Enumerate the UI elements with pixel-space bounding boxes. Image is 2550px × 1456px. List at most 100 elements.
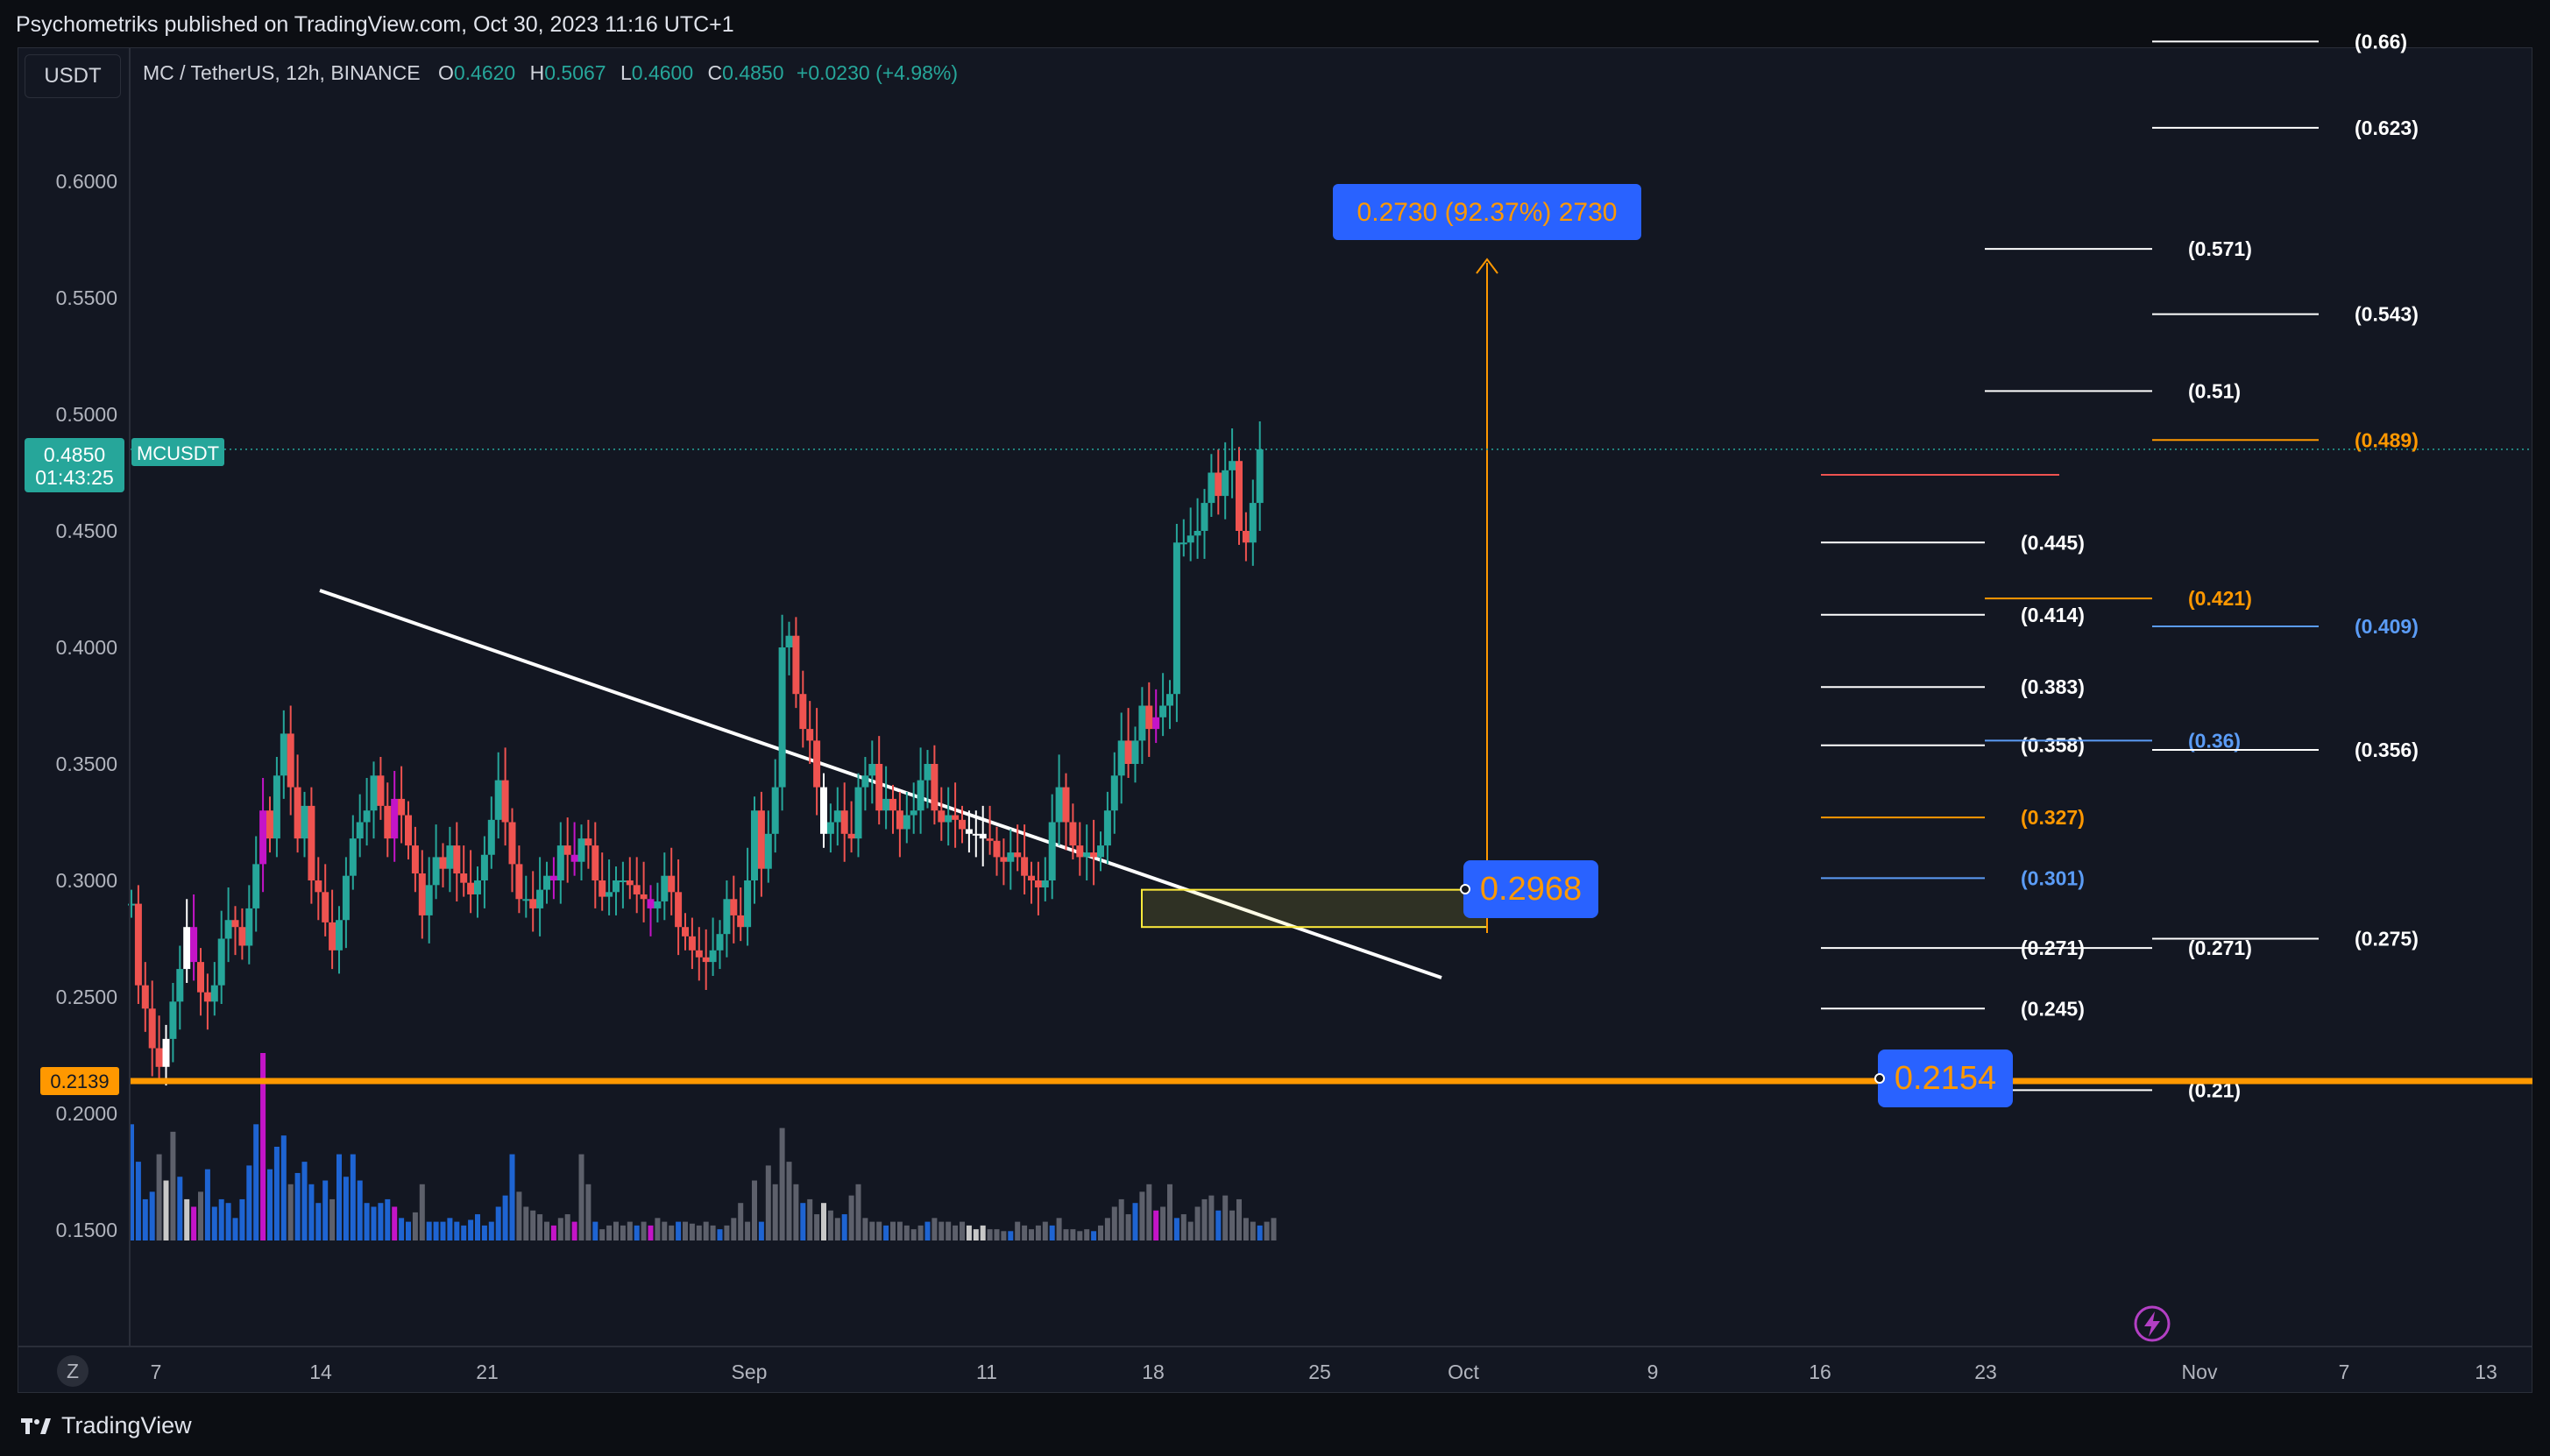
currency-unit-button[interactable]: USDT (25, 54, 121, 98)
volume-bar (557, 1218, 563, 1240)
candle (737, 887, 745, 942)
chart-panel[interactable] (18, 47, 2532, 1393)
candle-body (377, 775, 385, 806)
price-callout[interactable]: 0.2154 (1874, 1050, 2013, 1107)
price-callout-label: 0.2968 (1480, 871, 1582, 908)
candle (744, 847, 752, 946)
volume-bar (1104, 1218, 1110, 1240)
volume-bar (931, 1218, 938, 1240)
volume-bar (779, 1127, 785, 1240)
projection-callout[interactable]: 0.2730 (92.37%) 2730 (1333, 184, 1641, 240)
y-tick-label: 0.2000 (56, 1102, 117, 1125)
candle-body (1028, 875, 1035, 880)
fib-level-label: (0.543) (2355, 303, 2419, 326)
candle-body (134, 903, 142, 986)
volume-bar (433, 1221, 439, 1240)
volume-bar (821, 1203, 826, 1240)
candle-body (820, 787, 827, 834)
candle (1145, 682, 1153, 758)
volume-bar (1015, 1221, 1021, 1240)
volume-bar (516, 1191, 522, 1240)
volume-bar (385, 1198, 391, 1240)
volume-bar (170, 1131, 176, 1240)
volume-bar (896, 1221, 903, 1240)
candle (405, 801, 412, 860)
x-tick-label: Oct (1448, 1361, 1479, 1383)
volume-bar (142, 1198, 148, 1240)
candle-body (688, 936, 696, 951)
candle-body (993, 840, 1001, 858)
symbol-legend: MC / TetherUS, 12h, BINANCE O0.4620 H0.5… (143, 61, 958, 85)
symbol-name[interactable]: MC / TetherUS, 12h, BINANCE (143, 61, 421, 84)
candle-body (556, 845, 564, 880)
candle-body (474, 880, 481, 894)
candle (494, 752, 502, 839)
candle (273, 757, 280, 858)
volume-bar (765, 1165, 771, 1240)
volume-bar (260, 1053, 266, 1240)
volume-bar (696, 1225, 702, 1240)
volume-bar (322, 1180, 329, 1240)
volume-bar (184, 1198, 190, 1240)
x-tick-label: 7 (2339, 1361, 2350, 1383)
candle (723, 880, 731, 958)
breakout-zone-box (1141, 888, 1488, 929)
candle-body (591, 845, 599, 880)
volume-bar (204, 1169, 210, 1240)
brand-name: TradingView (61, 1412, 192, 1438)
price-callout-anchor (1874, 1073, 1885, 1084)
volume-bar (156, 1154, 162, 1240)
symbol-badge-box (131, 438, 224, 466)
price-callout[interactable]: 0.2968 (1460, 860, 1598, 918)
volume-bar (1153, 1210, 1159, 1240)
volume-bar (724, 1225, 730, 1240)
volume-bar (253, 1124, 259, 1240)
candle (349, 815, 357, 890)
z-button[interactable] (57, 1355, 89, 1387)
tradingview-logo-icon (21, 1417, 51, 1434)
tradingview-brand[interactable]: TradingView (19, 1412, 192, 1439)
volume-bar (537, 1214, 543, 1240)
candle (675, 859, 683, 956)
volume-bar (703, 1221, 709, 1240)
candle-body (931, 764, 939, 811)
volume-bar (800, 1203, 806, 1240)
volume-bar (1194, 1206, 1201, 1240)
candle-body (744, 880, 752, 928)
fib-level-label: (0.356) (2355, 739, 2419, 761)
candle (1076, 822, 1084, 876)
candle (688, 917, 696, 970)
volume-bar (772, 1184, 778, 1240)
volume-bar (827, 1210, 833, 1240)
volume-bar (1022, 1225, 1028, 1240)
x-tick-label: 25 (1308, 1361, 1331, 1383)
close-value: 0.4850 (722, 61, 784, 84)
volume-bar (509, 1154, 515, 1240)
candle-body (536, 889, 544, 908)
candle (668, 847, 676, 915)
candle (847, 801, 855, 853)
volume-bar (350, 1154, 356, 1240)
current-price-value: 0.4850 (44, 443, 105, 466)
volume-bar (198, 1191, 203, 1240)
candle-body (1145, 705, 1153, 730)
lightning-icon[interactable] (2134, 1305, 2171, 1342)
volume-bar (876, 1221, 882, 1240)
volume-bar (1271, 1218, 1277, 1240)
candle (1097, 831, 1104, 872)
candle-body (1222, 470, 1229, 497)
candle-body (315, 880, 322, 893)
candle-body (439, 857, 447, 869)
candle-body (266, 810, 273, 839)
change-value: +0.0230 (+4.98%) (796, 61, 959, 84)
candle-body (1041, 880, 1049, 887)
candle-body (384, 805, 392, 839)
candle-body (910, 810, 917, 816)
candle-body (1110, 775, 1118, 811)
candle-body (1256, 449, 1264, 504)
candle (702, 929, 710, 991)
candle-body (702, 957, 710, 963)
drawings (319, 258, 1498, 979)
volume-bar (834, 1218, 840, 1240)
